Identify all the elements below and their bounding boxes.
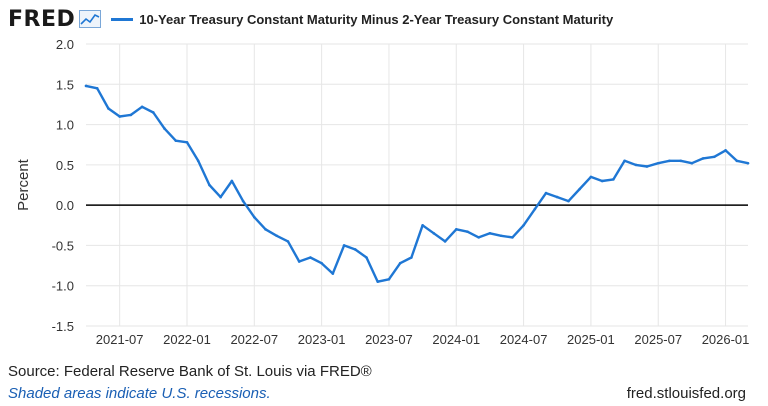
x-tick-label: 2021-07 (96, 332, 144, 347)
y-tick-label: 1.5 (56, 77, 74, 92)
data-point (443, 240, 447, 243)
y-tick-label: -1.5 (52, 319, 74, 334)
data-point (544, 191, 548, 195)
x-tick-label: 2023-01 (298, 332, 346, 347)
data-point (522, 223, 525, 227)
line-chart: 2.0 1.5 1.0 0.5 0.0 -0.5 -1.0 -1.5 2021-07 2022-0… (15, 37, 750, 347)
x-tick-label: 2022-07 (230, 332, 278, 347)
data-point (746, 161, 750, 165)
data-point (95, 87, 99, 90)
data-point (555, 195, 559, 199)
data-point (219, 195, 222, 199)
y-axis-label: Percent (15, 158, 32, 211)
data-point (376, 280, 380, 283)
x-tick-label: 2025-01 (567, 332, 615, 347)
data-point (656, 161, 660, 165)
fred-logo[interactable]: FRED (8, 6, 76, 32)
data-point (410, 256, 413, 259)
data-point (331, 272, 335, 275)
data-point (511, 236, 514, 239)
data-point (454, 228, 458, 231)
line-graph-icon (79, 10, 102, 28)
data-point (466, 230, 469, 234)
data-point (567, 199, 570, 203)
x-tick-label: 2025-07 (634, 332, 682, 347)
data-point (499, 234, 503, 238)
data-point (387, 277, 391, 281)
data-point (735, 159, 739, 163)
data-point (286, 240, 290, 243)
source-text: Source: Federal Reserve Bank of St. Loui… (8, 363, 372, 380)
data-point (230, 179, 234, 183)
data-point (152, 111, 155, 114)
data-point (713, 155, 716, 159)
data-point (365, 256, 368, 259)
x-tick-label: 2026-01 (702, 332, 750, 347)
data-point (353, 248, 357, 251)
y-tick-label: 1.0 (56, 118, 74, 133)
y-tick-label: 0.5 (56, 158, 74, 173)
y-tick-label: -0.5 (52, 238, 74, 253)
site-url[interactable]: fred.stlouisfed.org (626, 385, 746, 402)
x-tick-label: 2022-01 (163, 332, 211, 347)
data-point (140, 105, 144, 109)
data-point (342, 244, 346, 247)
y-tick-label: -1.0 (52, 279, 74, 294)
data-point (612, 178, 615, 181)
chart-header: FRED 10-Year Treasury Constant Maturity … (8, 6, 613, 32)
data-point (701, 157, 705, 160)
data-point (253, 215, 256, 219)
data-point (275, 234, 279, 238)
data-point (118, 115, 121, 118)
data-point (129, 113, 133, 117)
data-point (589, 175, 593, 179)
y-tick-label: 2.0 (56, 37, 74, 52)
data-point (488, 232, 492, 235)
data-point (578, 187, 581, 191)
data-point (196, 159, 200, 163)
data-point (623, 159, 626, 163)
x-tick-label: 2024-01 (432, 332, 480, 347)
data-point (690, 161, 694, 165)
data-point (185, 140, 189, 144)
data-point (724, 149, 727, 152)
chart-legend: 10-Year Treasury Constant Maturity Minus… (111, 12, 613, 27)
data-point (84, 84, 88, 88)
data-point (432, 232, 436, 235)
data-point (107, 107, 110, 110)
recession-note: Shaded areas indicate U.S. recessions. (8, 385, 271, 402)
data-point (208, 183, 211, 187)
data-point (533, 207, 537, 211)
x-tick-label: 2024-07 (500, 332, 548, 347)
data-point (320, 261, 323, 265)
y-tick-label: 0.0 (56, 198, 74, 213)
data-point (163, 127, 166, 130)
data-point (174, 139, 178, 142)
data-point (668, 159, 671, 163)
data-point (309, 256, 312, 259)
data-point (634, 163, 638, 167)
legend-swatch (111, 17, 134, 21)
data-point (398, 261, 402, 265)
legend-label: 10-Year Treasury Constant Maturity Minus… (139, 11, 614, 27)
data-point (645, 165, 649, 168)
data-point (477, 236, 481, 239)
x-tick-label: 2023-07 (365, 332, 413, 347)
data-point (421, 223, 424, 227)
data-point (679, 159, 682, 163)
data-point (297, 260, 301, 263)
data-point (241, 199, 245, 203)
data-point (600, 179, 604, 183)
data-point (264, 228, 267, 231)
series-line (84, 84, 750, 283)
